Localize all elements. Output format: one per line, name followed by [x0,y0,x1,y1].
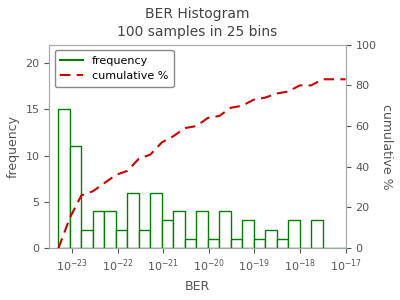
Bar [173,211,185,248]
Y-axis label: cumulative %: cumulative % [380,103,393,189]
Bar [254,239,265,248]
Y-axis label: frequency: frequency [7,115,20,178]
Bar [219,211,231,248]
Bar [185,239,196,248]
Bar [265,230,277,248]
Bar [150,193,162,248]
Bar [242,220,254,248]
Bar [208,239,219,248]
Bar [196,211,208,248]
Bar [70,146,82,248]
Bar [58,110,70,248]
Bar [127,193,139,248]
Bar [231,239,242,248]
X-axis label: BER: BER [185,280,210,293]
Bar [82,230,93,248]
Bar [311,220,323,248]
Title: BER Histogram
100 samples in 25 bins: BER Histogram 100 samples in 25 bins [117,7,278,39]
Bar [104,211,116,248]
Bar [139,230,150,248]
Legend: frequency, cumulative %: frequency, cumulative % [55,50,174,87]
Bar [93,211,104,248]
Bar [116,230,127,248]
Bar [277,239,288,248]
Bar [162,220,173,248]
Bar [288,220,300,248]
